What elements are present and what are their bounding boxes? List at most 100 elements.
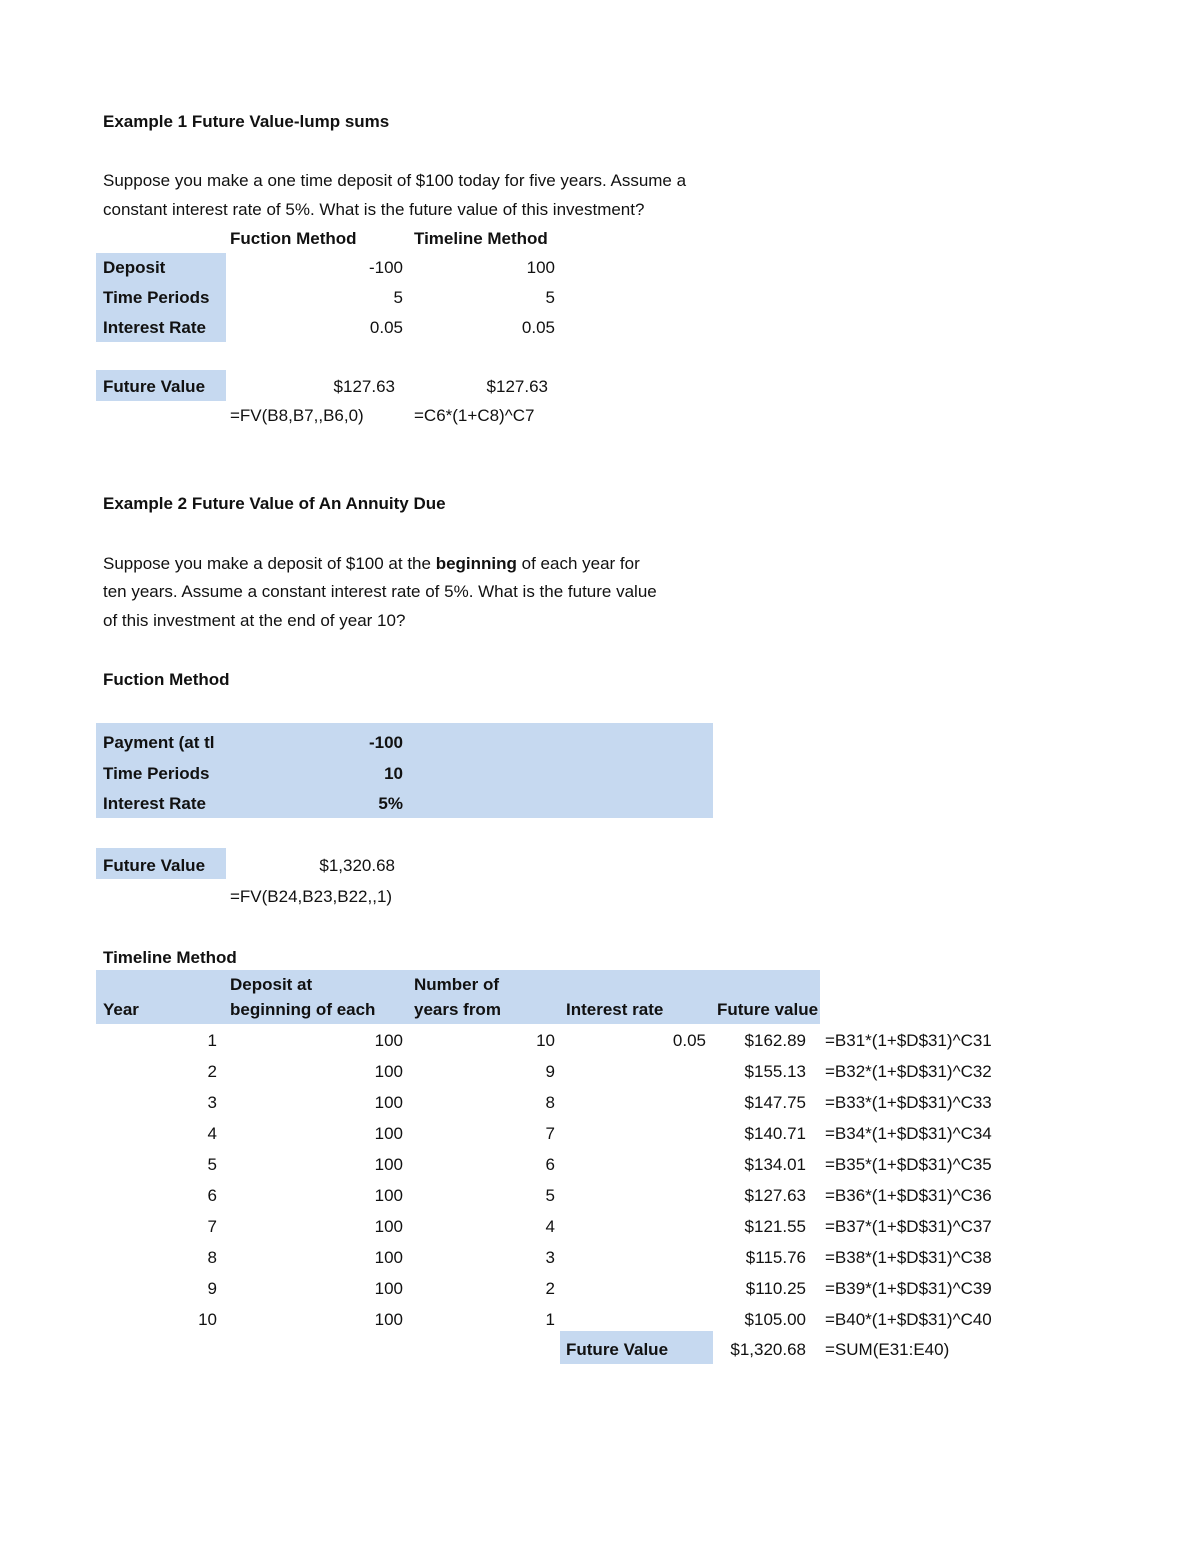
label-interest-rate: Interest Rate bbox=[103, 318, 206, 337]
cell-year: 6 bbox=[207, 1186, 217, 1205]
cell-fv: $110.25 bbox=[745, 1279, 806, 1298]
header-fill bbox=[96, 970, 820, 1024]
cell-fv: $162.89 bbox=[744, 1031, 806, 1050]
label-interest-rate: Interest Rate bbox=[103, 794, 206, 813]
example1-text-line: constant interest rate of 5%. What is th… bbox=[103, 200, 645, 219]
cell-deposit: 100 bbox=[374, 1155, 403, 1174]
cell-formula: =B38*(1+$D$31)^C38 bbox=[825, 1248, 992, 1267]
cell-formula: =B33*(1+$D$31)^C33 bbox=[825, 1093, 992, 1112]
cell-deposit: 100 bbox=[374, 1124, 403, 1143]
cell-value: 0.05 bbox=[369, 318, 403, 337]
cell-value: 5 bbox=[545, 288, 555, 307]
label-fill bbox=[96, 253, 226, 342]
label-payment: Payment (at tl bbox=[103, 733, 215, 752]
header-years-from: years from bbox=[414, 1000, 501, 1019]
inputs-fill bbox=[96, 723, 713, 818]
cell-n: 3 bbox=[545, 1248, 555, 1267]
cell-formula: =B37*(1+$D$31)^C37 bbox=[825, 1217, 992, 1236]
cell-year: 7 bbox=[207, 1217, 217, 1236]
cell-deposit: 100 bbox=[374, 1248, 403, 1267]
total-label: Future Value bbox=[566, 1340, 669, 1359]
cell-n: 6 bbox=[545, 1155, 555, 1174]
cell-value: 100 bbox=[526, 258, 555, 277]
label-time-periods: Time Periods bbox=[103, 288, 210, 307]
cell-formula: =B36*(1+$D$31)^C36 bbox=[825, 1186, 992, 1205]
header-year: Year bbox=[103, 1000, 139, 1019]
cell-value: -100 bbox=[368, 258, 403, 277]
example1-text-line: Suppose you make a one time deposit of $… bbox=[103, 171, 687, 190]
cell-deposit: 100 bbox=[374, 1031, 403, 1050]
cell-n: 2 bbox=[545, 1279, 555, 1298]
cell-n: 7 bbox=[545, 1124, 555, 1143]
cell-value: 0.05 bbox=[521, 318, 555, 337]
cell-deposit: 100 bbox=[374, 1217, 403, 1236]
example2-title: Example 2 Future Value of An Annuity Due bbox=[103, 494, 446, 513]
text: of each year for bbox=[516, 554, 640, 573]
text: Suppose you make a deposit of $100 at th… bbox=[103, 554, 436, 573]
fv-value: $1,320.68 bbox=[319, 856, 395, 875]
cell-year: 10 bbox=[198, 1310, 217, 1329]
cell-n: 4 bbox=[545, 1217, 555, 1236]
cell-year: 5 bbox=[207, 1155, 217, 1174]
cell-year: 9 bbox=[207, 1279, 217, 1298]
formula-function: =FV(B8,B7,,B6,0) bbox=[230, 406, 364, 425]
example2-text-line: of this investment at the end of year 10… bbox=[103, 611, 406, 630]
cell-n: 9 bbox=[545, 1062, 555, 1081]
cell-fv: $127.63 bbox=[744, 1186, 806, 1205]
example1-title: Example 1 Future Value-lump sums bbox=[103, 112, 390, 131]
cell-formula: =B32*(1+$D$31)^C32 bbox=[825, 1062, 992, 1081]
header-function-method: Fuction Method bbox=[230, 229, 357, 248]
cell-n: 10 bbox=[536, 1031, 555, 1050]
cell-deposit: 100 bbox=[374, 1093, 403, 1112]
total-label-fill bbox=[560, 1331, 713, 1364]
fv-timeline-value: $127.63 bbox=[486, 377, 548, 396]
cell-value: 10 bbox=[384, 764, 403, 783]
cell-n: 1 bbox=[545, 1310, 555, 1329]
cell-n: 8 bbox=[545, 1093, 555, 1112]
label-future-value: Future Value bbox=[103, 377, 206, 396]
formula-timeline: =C6*(1+C8)^C7 bbox=[414, 406, 535, 425]
cell-fv: $115.76 bbox=[745, 1248, 806, 1267]
fv-function-value: $127.63 bbox=[333, 377, 395, 396]
cell-rate: 0.05 bbox=[672, 1031, 706, 1050]
header-deposit: beginning of each bbox=[230, 1000, 376, 1019]
cell-fv: $105.00 bbox=[744, 1310, 806, 1329]
cell-year: 8 bbox=[207, 1248, 217, 1267]
cell-year: 4 bbox=[207, 1124, 217, 1143]
example2-text-line: ten years. Assume a constant interest ra… bbox=[103, 582, 657, 601]
cell-deposit: 100 bbox=[374, 1062, 403, 1081]
cell-fv: $147.75 bbox=[744, 1093, 806, 1112]
fv-formula: =FV(B24,B23,B22,,1) bbox=[230, 887, 393, 906]
cell-formula: =B39*(1+$D$31)^C39 bbox=[825, 1279, 992, 1298]
cell-year: 3 bbox=[207, 1093, 217, 1112]
cell-value: -100 bbox=[368, 733, 403, 752]
cell-formula: =B35*(1+$D$31)^C35 bbox=[825, 1155, 992, 1174]
timeline-method-heading: Timeline Method bbox=[103, 948, 237, 967]
total-formula: =SUM(E31:E40) bbox=[825, 1340, 950, 1359]
cell-deposit: 100 bbox=[374, 1279, 403, 1298]
fv-label-fill bbox=[96, 370, 226, 401]
cell-fv: $155.13 bbox=[744, 1062, 806, 1081]
cell-deposit: 100 bbox=[374, 1186, 403, 1205]
cell-value: 5% bbox=[378, 794, 403, 813]
label-time-periods: Time Periods bbox=[103, 764, 210, 783]
cell-fv: $121.55 bbox=[744, 1217, 806, 1236]
label-deposit: Deposit bbox=[103, 258, 166, 277]
header-timeline-method: Timeline Method bbox=[414, 229, 548, 248]
header-deposit: Deposit at bbox=[230, 975, 313, 994]
cell-year: 2 bbox=[207, 1062, 217, 1081]
text-bold: beginning bbox=[435, 554, 517, 573]
header-future-value: Future value bbox=[717, 1000, 819, 1019]
cell-formula: =B40*(1+$D$31)^C40 bbox=[825, 1310, 992, 1329]
header-interest-rate: Interest rate bbox=[566, 1000, 664, 1019]
cell-n: 5 bbox=[545, 1186, 555, 1205]
cell-value: 5 bbox=[393, 288, 403, 307]
cell-deposit: 100 bbox=[374, 1310, 403, 1329]
label-future-value: Future Value bbox=[103, 856, 206, 875]
cell-fv: $134.01 bbox=[744, 1155, 806, 1174]
cell-formula: =B34*(1+$D$31)^C34 bbox=[825, 1124, 992, 1143]
cell-formula: =B31*(1+$D$31)^C31 bbox=[825, 1031, 992, 1050]
header-years-from: Number of bbox=[414, 975, 499, 994]
cell-year: 1 bbox=[207, 1031, 217, 1050]
example2-text-line: Suppose you make a deposit of $100 at th… bbox=[103, 554, 640, 574]
